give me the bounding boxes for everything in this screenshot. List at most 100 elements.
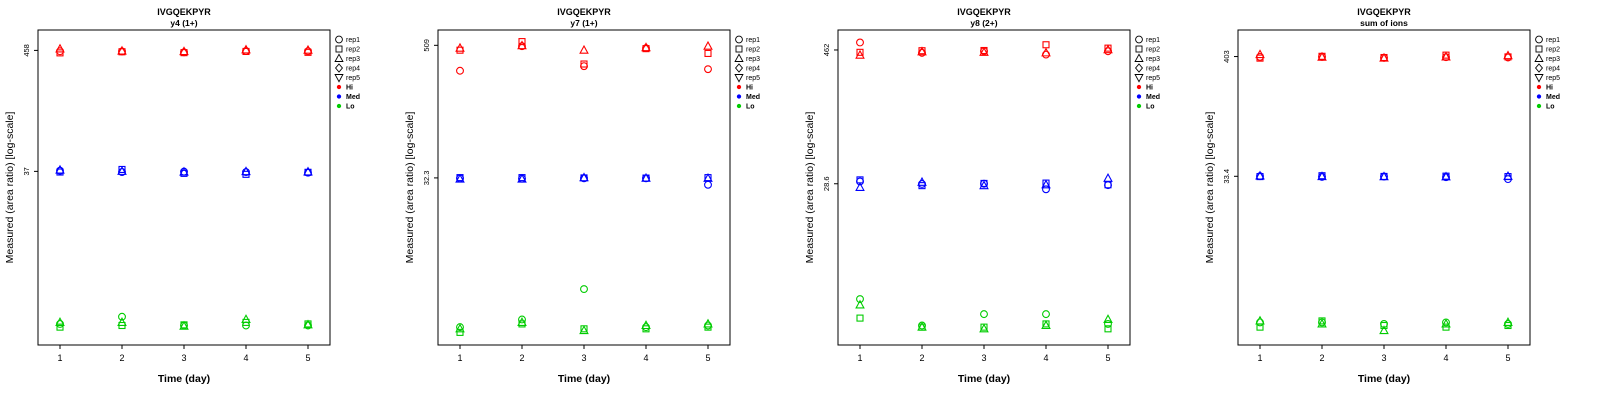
x-axis-label: Time (day) <box>158 373 210 385</box>
data-point <box>579 44 589 54</box>
data-point <box>979 323 989 333</box>
data-point <box>241 314 251 324</box>
y-tick-label: 509 <box>422 39 431 52</box>
data-point <box>856 295 864 304</box>
legend-symbol-med <box>336 94 342 99</box>
legend-label-rep4: rep4 <box>1546 66 1560 73</box>
x-tick-label: 1 <box>457 353 462 363</box>
legend-symbol-rep2 <box>1135 45 1143 53</box>
legend-label-rep3: rep3 <box>1146 56 1160 63</box>
legend-symbol-lo <box>736 103 742 109</box>
data-point <box>517 40 527 50</box>
data-point <box>456 66 464 75</box>
legend-label-rep2: rep2 <box>346 47 360 54</box>
legend-label-rep4: rep4 <box>1146 66 1160 73</box>
data-point <box>1256 54 1264 62</box>
legend-label-hi: Hi <box>346 85 353 92</box>
data-point <box>1503 170 1513 180</box>
legend-label-rep3: rep3 <box>1546 56 1560 63</box>
data-point <box>979 180 989 190</box>
data-point <box>241 166 251 176</box>
x-tick-label: 3 <box>981 353 986 363</box>
chart-panel-y4-1-: IVGQEKPYR y4 (1+) 1 2 3 4 5 Time (day) 458 37 Meas… <box>0 0 400 400</box>
data-point <box>117 317 127 326</box>
data-point <box>1255 170 1265 180</box>
legend-symbol-rep2 <box>735 45 743 53</box>
data-point <box>1379 171 1389 181</box>
data-point <box>579 172 589 182</box>
y-tick-label: 33.4 <box>1222 169 1231 184</box>
legend-symbol-med <box>1536 94 1542 99</box>
data-point <box>455 173 465 183</box>
data-point <box>1441 318 1451 328</box>
legend-label-rep5: rep5 <box>746 75 760 82</box>
x-axis-label: Time (day) <box>1358 373 1410 385</box>
legend-label-lo: Lo <box>346 104 355 111</box>
y-tick-label: 462 <box>822 44 831 57</box>
legend-label-rep3: rep3 <box>346 56 360 63</box>
data-point <box>456 328 464 336</box>
legend-label-rep1: rep1 <box>1146 37 1160 44</box>
data-point <box>917 321 927 331</box>
data-point <box>917 176 927 186</box>
data-point <box>856 48 864 56</box>
legend-symbol-rep1 <box>1135 35 1143 44</box>
data-point <box>641 172 651 182</box>
x-tick-label: 3 <box>581 353 586 363</box>
legend-symbol-rep3 <box>1534 53 1544 62</box>
legend-symbol-lo <box>1536 103 1542 109</box>
legend-label-rep4: rep4 <box>346 66 360 73</box>
data-point <box>55 164 65 174</box>
legend-symbol-rep4 <box>335 63 343 73</box>
x-tick-label: 2 <box>119 353 124 363</box>
x-axis-label: Time (day) <box>958 373 1010 385</box>
legend-symbol-rep5 <box>1534 74 1544 83</box>
data-point <box>856 314 864 322</box>
data-point <box>580 62 588 71</box>
data-point <box>303 166 313 176</box>
x-tick-label: 1 <box>57 353 62 363</box>
data-point <box>1380 321 1388 330</box>
legend-symbol-rep4 <box>735 63 743 73</box>
legend-symbol-rep2 <box>335 45 343 53</box>
data-point <box>855 299 865 309</box>
x-tick-label: 2 <box>1319 353 1324 363</box>
legend-label-rep4: rep4 <box>746 66 760 73</box>
data-point <box>1441 51 1451 61</box>
data-point <box>56 323 64 331</box>
data-point <box>303 44 313 54</box>
plot-title: IVGQEKPYR <box>557 7 611 17</box>
data-point <box>856 38 864 47</box>
data-point <box>1441 171 1451 181</box>
legend-label-lo: Lo <box>1546 104 1555 111</box>
y-tick-label: 403 <box>1222 50 1231 63</box>
y-axis-label: Measured (area ratio) [log-scale] <box>404 112 416 264</box>
data-point <box>117 166 127 175</box>
y-tick-label: 32.3 <box>422 171 431 186</box>
data-point <box>55 43 65 53</box>
y-tick-label: 37 <box>22 167 31 175</box>
data-point <box>56 49 64 57</box>
legend-symbol-hi <box>1136 84 1142 90</box>
legend-label-lo: Lo <box>1146 104 1155 111</box>
data-point <box>703 173 713 182</box>
data-point <box>1317 51 1327 61</box>
legend-symbol-lo <box>336 103 342 109</box>
x-tick-label: 4 <box>1443 353 1448 363</box>
data-point <box>517 317 527 326</box>
plot-box <box>1237 29 1531 346</box>
data-point <box>704 180 712 189</box>
data-point <box>118 312 126 321</box>
x-tick-label: 1 <box>1257 353 1262 363</box>
plot-subtitle: sum of ions <box>1360 18 1408 28</box>
data-point <box>703 40 713 50</box>
data-point <box>179 46 189 56</box>
legend-label-rep5: rep5 <box>346 75 360 82</box>
data-point <box>179 320 189 330</box>
plot-subtitle: y8 (2+) <box>970 18 997 28</box>
legend-label-rep2: rep2 <box>1546 47 1560 54</box>
x-tick-label: 1 <box>857 353 862 363</box>
